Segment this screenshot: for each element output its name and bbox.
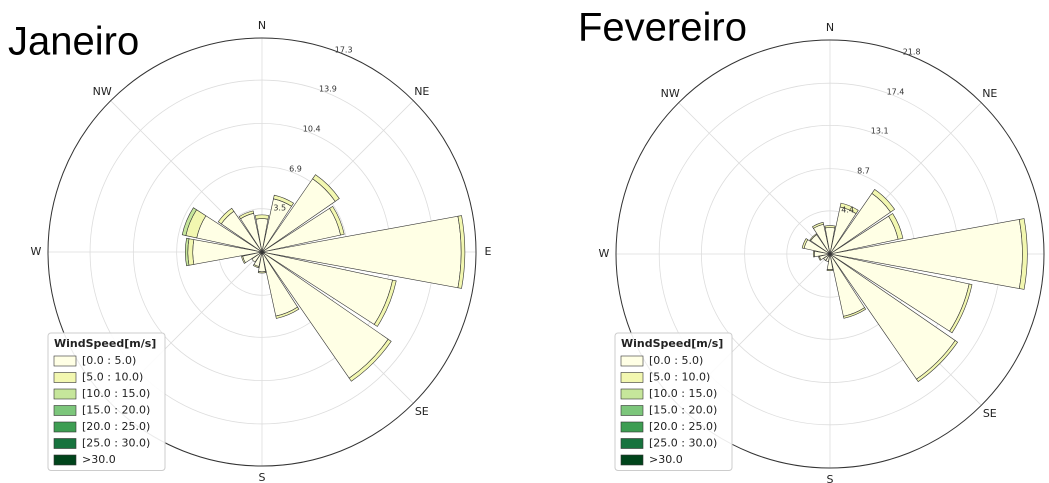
legend-swatch xyxy=(620,438,644,449)
legend-title: WindSpeed[m/s] xyxy=(54,337,156,350)
compass-label: E xyxy=(485,245,492,258)
legend-label: [20.0 : 25.0) xyxy=(82,420,150,433)
legend-swatch xyxy=(620,405,644,416)
legend-swatch xyxy=(53,405,77,416)
wind-bar xyxy=(809,233,818,242)
spoke xyxy=(678,102,831,255)
legend-label: [0.0 : 5.0) xyxy=(82,354,136,367)
wind-bar xyxy=(254,214,270,220)
wind-bar xyxy=(217,207,235,225)
legend-swatch xyxy=(53,355,77,367)
legend-label: [5.0 : 10.0) xyxy=(82,371,143,384)
legend-label: [25.0 : 30.0) xyxy=(649,437,717,450)
wind-bar xyxy=(801,238,809,249)
legend-swatch xyxy=(53,438,77,449)
wind-bar xyxy=(185,237,190,267)
radial-tick-label: 8.7 xyxy=(857,167,870,176)
compass-label: SE xyxy=(983,407,997,420)
wind-bar xyxy=(373,279,397,327)
wind-bar xyxy=(812,221,824,229)
wind-bar xyxy=(839,202,859,215)
wind-bar xyxy=(871,188,896,213)
wind-bar xyxy=(187,238,195,266)
legend-swatch xyxy=(620,388,644,400)
wind-bar xyxy=(241,255,246,264)
wind-bar xyxy=(251,251,263,263)
radial-tick-label: 17.4 xyxy=(887,87,905,96)
outer-ring xyxy=(47,37,477,467)
wind-bar xyxy=(238,210,255,220)
legend-label: [15.0 : 20.0) xyxy=(82,404,150,417)
radial-tick-label: 21.8 xyxy=(903,47,921,56)
wind-bar xyxy=(824,225,836,229)
legend-label: >30.0 xyxy=(649,453,683,466)
radial-tick-label: 3.5 xyxy=(273,204,286,213)
compass-label: NW xyxy=(661,87,680,100)
chart-title: Janeiro xyxy=(8,20,139,64)
windrose-chart: Fevereiro 4.4 8.7 13.1 17.4 21.8 N NE SE S W NW Wind… xyxy=(578,6,1045,483)
legend-swatch xyxy=(53,388,77,400)
wind-bar xyxy=(916,340,959,383)
compass-label: W xyxy=(599,247,610,260)
legend-swatch xyxy=(620,421,644,433)
radial-tick-label: 13.9 xyxy=(319,84,337,93)
legend-box xyxy=(47,332,166,471)
wind-bar xyxy=(275,306,300,319)
wind-bar xyxy=(329,205,345,236)
chart-title: Fevereiro xyxy=(578,6,747,50)
legend-label: [10.0 : 15.0) xyxy=(649,387,717,400)
compass-label: NE xyxy=(414,85,429,98)
wind-bar xyxy=(826,269,834,271)
wind-bar xyxy=(888,213,904,240)
wind-bar xyxy=(457,215,466,289)
legend-swatch xyxy=(53,372,77,383)
wind-bar xyxy=(257,271,267,274)
legend-label: [15.0 : 20.0) xyxy=(649,404,717,417)
wind-bar xyxy=(348,338,392,382)
legend-box xyxy=(614,332,733,471)
wind-bar xyxy=(181,207,197,236)
legend-swatch xyxy=(53,421,77,433)
wind-bar xyxy=(813,250,815,258)
legend-swatch xyxy=(53,454,77,466)
radial-tick-label: 6.9 xyxy=(289,165,302,174)
radial-tick-label: 13.1 xyxy=(871,127,889,136)
legend: WindSpeed[m/s] [0.0 : 5.0) [5.0 : 10.0) [10… xyxy=(614,332,733,471)
legend-label: [20.0 : 25.0) xyxy=(649,420,717,433)
legend-swatch xyxy=(620,454,644,466)
legend-label: >30.0 xyxy=(82,453,116,466)
legend-swatch xyxy=(620,355,644,367)
legend-title: WindSpeed[m/s] xyxy=(621,337,723,350)
radial-tick-label: 4.4 xyxy=(841,206,854,215)
radial-tick-label: 17.3 xyxy=(335,45,353,54)
radial-tick-label: 10.4 xyxy=(303,125,321,134)
wind-bar xyxy=(252,264,260,269)
compass-label: S xyxy=(827,473,834,483)
compass-label: N xyxy=(826,21,834,34)
compass-label: N xyxy=(258,19,266,32)
legend-label: [0.0 : 5.0) xyxy=(649,354,703,367)
compass-label: NW xyxy=(93,85,112,98)
wind-bar xyxy=(1018,218,1028,290)
compass-label: S xyxy=(259,471,266,483)
compass-label: W xyxy=(31,245,42,258)
outer-ring xyxy=(615,39,1045,469)
legend-swatch xyxy=(620,372,644,383)
wind-bar xyxy=(843,307,867,319)
wind-bar xyxy=(818,255,822,261)
legend-label: [10.0 : 15.0) xyxy=(82,387,150,400)
windrose-chart: Janeiro 3.5 6.9 10.4 13.9 17.3 N NE E SE S W NW WindS… xyxy=(8,19,492,483)
compass-label: SE xyxy=(415,405,429,418)
wind-bar xyxy=(273,194,294,207)
compass-label: NE xyxy=(982,87,997,100)
legend: WindSpeed[m/s] [0.0 : 5.0) [5.0 : 10.0) [10… xyxy=(47,332,166,471)
wind-bar xyxy=(312,174,340,202)
legend-label: [25.0 : 30.0) xyxy=(82,437,150,450)
legend-label: [5.0 : 10.0) xyxy=(649,371,710,384)
